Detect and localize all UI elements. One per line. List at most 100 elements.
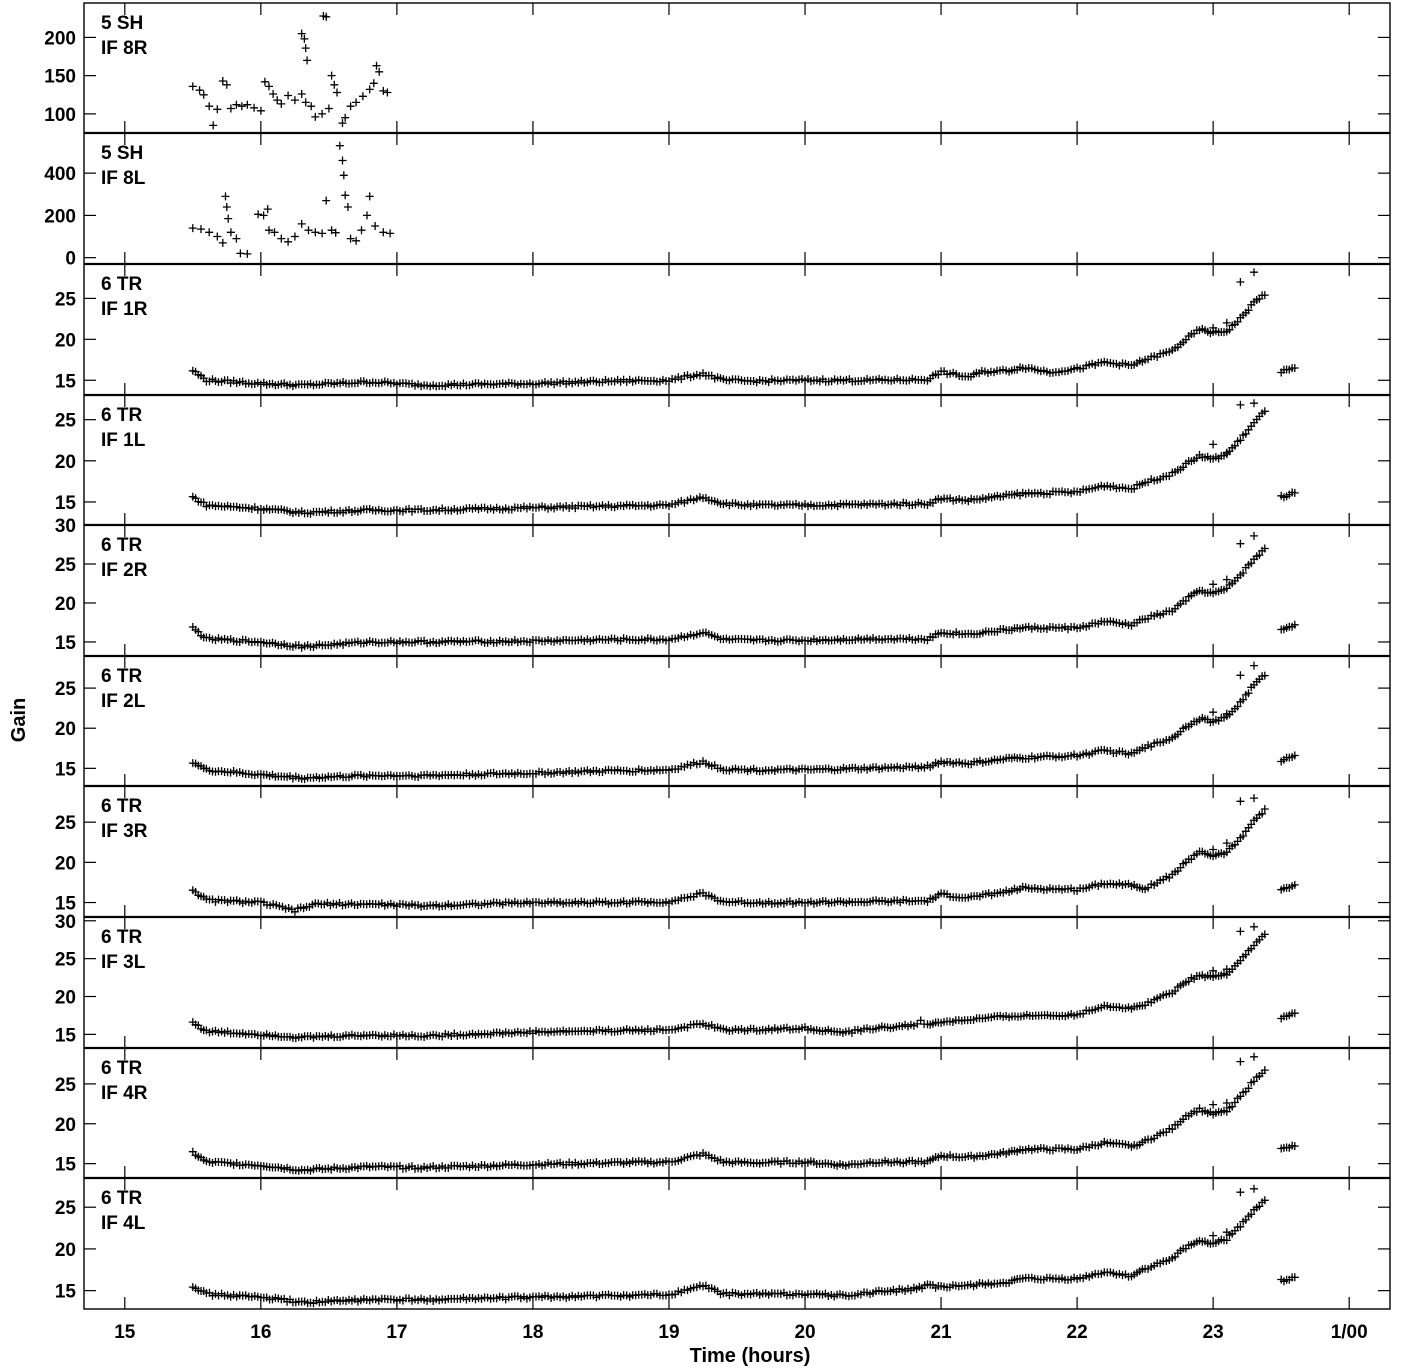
data-point (1209, 1231, 1218, 1240)
data-point (1222, 965, 1231, 974)
panel-label-line2: IF 2L (101, 691, 146, 712)
x-tick-label: 23 (1203, 1322, 1224, 1343)
data-point (1244, 689, 1253, 698)
y-tick-label: 15 (55, 1025, 77, 1046)
x-axis: 15 16 17 18 19 20 21 22 23 1/00 (114, 1322, 1367, 1343)
data-point (1209, 440, 1218, 449)
data-point (237, 102, 246, 111)
panel-2: 0 200 400 5 SH IF 8L (44, 131, 1391, 270)
data-point (297, 90, 306, 98)
data-point (318, 109, 327, 118)
data-point (1250, 1052, 1258, 1061)
panel-label-line1: 6 TR (101, 405, 142, 426)
x-tick-label: 20 (794, 1322, 815, 1343)
data-point (1222, 1236, 1231, 1245)
panel-label-line2: IF 8R (101, 38, 148, 59)
data-point (263, 205, 272, 214)
panel-frame (83, 132, 1391, 265)
data-point (307, 102, 316, 111)
data-point (338, 119, 347, 128)
panel-label-line1: 6 TR (101, 1188, 142, 1209)
data-point (1241, 429, 1250, 438)
y-tick-label: 25 (55, 1075, 77, 1096)
data-point (199, 90, 208, 99)
data-point (1290, 364, 1299, 372)
y-tick-label: 25 (55, 555, 77, 576)
data-point (270, 228, 279, 237)
data-point (916, 1016, 925, 1025)
data-point (1222, 575, 1231, 584)
data-point (1230, 1098, 1239, 1107)
data-point (331, 228, 340, 237)
data-point (339, 171, 348, 180)
data-point (365, 85, 374, 94)
data-point (1236, 539, 1245, 548)
data-point (1168, 1125, 1177, 1134)
data-point (1209, 1100, 1218, 1109)
y-tick-label: 15 (55, 371, 77, 392)
panel-6: 15 20 25 6 TR IF 2L (55, 654, 1391, 787)
data-point (303, 56, 312, 65)
data-point (1222, 839, 1231, 848)
y-tick-label: 200 (44, 206, 76, 227)
data-point (1241, 950, 1250, 959)
data-point (330, 80, 339, 89)
panel-label-line2: IF 1L (101, 430, 146, 451)
data-point (1209, 845, 1218, 854)
data-point (371, 222, 380, 230)
y-tick-label: 20 (55, 330, 76, 351)
data-point (1222, 1099, 1231, 1107)
y-tick-label: 200 (44, 28, 76, 49)
data-point (232, 100, 241, 109)
data-point (1233, 317, 1242, 326)
y-tick-label: 25 (55, 950, 77, 971)
panels-group: 100 150 200 5 SH IF 8R 0 200 400 5 SH IF 8L 15 20 25… (44, 2, 1391, 1310)
y-tick-label: 400 (44, 164, 76, 185)
data-point (1260, 930, 1269, 939)
data-point (1239, 832, 1248, 840)
data-point (290, 96, 299, 105)
data-point (213, 105, 222, 114)
y-tick-label: 15 (55, 1155, 77, 1176)
data-point (236, 249, 245, 258)
data-point (232, 234, 241, 243)
data-point (250, 103, 259, 112)
data-point (284, 237, 293, 246)
data-point (213, 232, 222, 241)
data-point (205, 228, 214, 237)
data-point (1260, 1196, 1269, 1205)
data-point (1130, 484, 1139, 493)
data-point (221, 192, 230, 201)
panel-8: 15 20 25 30 6 TR IF 3L (55, 912, 1391, 1049)
data-point (1260, 291, 1269, 300)
data-point (218, 238, 227, 247)
data-point (188, 82, 197, 91)
panel-label-line2: IF 2R (101, 560, 148, 581)
data-point (372, 61, 381, 70)
data-point (205, 102, 214, 111)
data-point (1236, 1222, 1245, 1231)
data-point (363, 211, 371, 220)
data-point (333, 88, 341, 97)
data-point (260, 77, 269, 86)
data-point (335, 141, 344, 150)
data-point (218, 77, 227, 85)
data-point (265, 226, 273, 235)
y-tick-label: 20 (55, 853, 76, 874)
x-tick-label: 17 (386, 1322, 407, 1343)
data-point (358, 92, 367, 101)
data-point (386, 229, 395, 238)
data-point (226, 104, 235, 113)
x-tick-label: 15 (114, 1322, 136, 1343)
panel-label-line1: 6 TR (101, 274, 142, 295)
data-point (311, 228, 320, 237)
panel-label-line2: IF 4L (101, 1213, 146, 1234)
y-tick-label: 30 (55, 516, 76, 537)
y-tick-label: 20 (55, 988, 76, 1009)
y-axis-title: Gain (8, 698, 30, 742)
data-point (195, 86, 204, 95)
data-point (346, 102, 355, 111)
data-point (265, 82, 273, 91)
data-point (379, 86, 388, 95)
panel-9: 15 20 25 6 TR IF 4R (55, 1046, 1391, 1179)
